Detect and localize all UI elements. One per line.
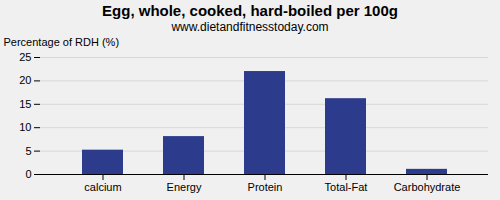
svg-text:calcium: calcium: [84, 181, 121, 193]
svg-text:25: 25: [19, 51, 31, 63]
svg-text:10: 10: [19, 121, 31, 133]
svg-text:Carbohydrate: Carbohydrate: [394, 181, 461, 193]
svg-text:Total-Fat: Total-Fat: [325, 181, 368, 193]
svg-text:Protein: Protein: [248, 181, 283, 193]
svg-text:0: 0: [25, 168, 31, 180]
svg-text:20: 20: [19, 74, 31, 86]
html-text:www.dietandfitnesstoday.com: www.dietandfitnesstoday.com: [171, 20, 329, 34]
svg-text:Percentage of RDH (%): Percentage of RDH (%): [4, 36, 120, 48]
html-text:Egg, whole, cooked, hard-boile: Egg, whole, cooked, hard-boiled per 100g: [102, 2, 398, 19]
svg-text:Energy: Energy: [167, 181, 202, 193]
svg-text:5: 5: [25, 145, 31, 157]
svg-text:15: 15: [19, 98, 31, 110]
